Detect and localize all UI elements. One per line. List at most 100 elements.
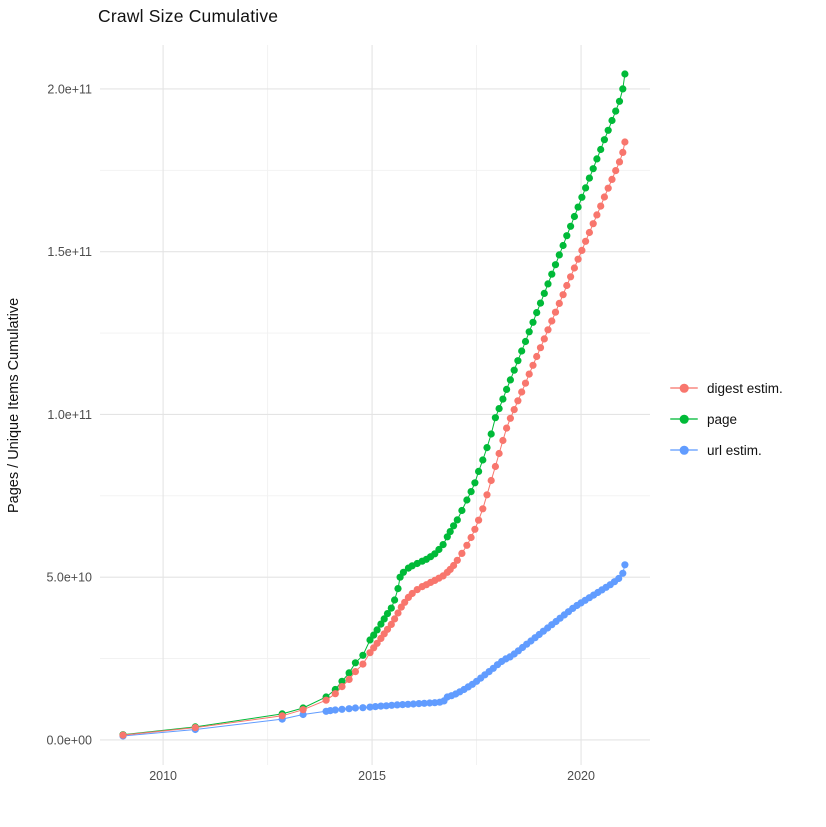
- data-point: [387, 604, 395, 612]
- data-point: [551, 261, 560, 269]
- data-point: [567, 273, 575, 281]
- data-point: [495, 405, 503, 413]
- data-point: [559, 291, 567, 299]
- data-point: [119, 731, 127, 739]
- data-point: [608, 175, 616, 183]
- data-point: [540, 289, 548, 297]
- data-point: [563, 232, 571, 240]
- data-point: [415, 700, 423, 708]
- data-point: [331, 706, 339, 714]
- x-tick-label: 2015: [358, 769, 386, 783]
- data-point: [420, 699, 428, 707]
- data-point: [578, 193, 586, 201]
- data-point: [593, 211, 601, 219]
- data-point: [475, 467, 483, 475]
- data-point: [409, 700, 417, 708]
- data-point: [604, 184, 612, 192]
- data-point: [393, 701, 401, 709]
- data-point: [322, 696, 330, 704]
- data-point: [345, 675, 353, 684]
- data-point: [536, 299, 545, 307]
- legend-item-url-estim: url estim.: [670, 441, 783, 459]
- data-point: [593, 155, 601, 163]
- data-point: [615, 158, 624, 166]
- data-point: [555, 251, 563, 259]
- y-tick-label: 1.0e+11: [47, 408, 92, 422]
- data-point: [563, 281, 571, 290]
- legend-label: digest estim.: [707, 380, 783, 396]
- x-tick-label: 2020: [567, 769, 595, 783]
- data-point: [555, 299, 563, 307]
- data-point: [471, 479, 479, 487]
- data-point: [510, 366, 518, 374]
- data-point: [387, 620, 395, 629]
- data-point: [338, 677, 346, 685]
- series-digest-estim: [119, 138, 629, 739]
- data-point: [514, 397, 522, 405]
- data-point: [615, 97, 624, 105]
- data-point: [377, 620, 385, 628]
- y-tick-label: 1.5e+11: [47, 245, 92, 259]
- data-point: [191, 724, 199, 732]
- data-point: [621, 561, 629, 569]
- data-point: [491, 462, 499, 471]
- data-point: [600, 193, 609, 201]
- data-point: [299, 706, 307, 714]
- data-point: [479, 456, 487, 464]
- data-point: [521, 379, 530, 387]
- data-point: [471, 525, 479, 533]
- data-point: [383, 625, 392, 633]
- data-point: [479, 505, 487, 513]
- data-point: [351, 668, 359, 676]
- data-point: [619, 148, 627, 156]
- data-point: [467, 533, 475, 542]
- legend-marker-icon: [670, 413, 698, 425]
- data-point: [597, 202, 605, 210]
- data-point: [453, 516, 461, 524]
- data-point: [391, 615, 399, 623]
- data-point: [446, 528, 454, 536]
- data-point: [351, 704, 359, 712]
- data-point: [589, 220, 597, 228]
- data-point: [495, 449, 503, 458]
- data-point: [567, 222, 575, 230]
- data-point: [383, 610, 392, 618]
- y-tick-label: 0.0e+00: [46, 733, 92, 747]
- data-point: [597, 145, 605, 154]
- data-point: [359, 651, 367, 659]
- data-point: [388, 701, 396, 709]
- data-point: [408, 589, 416, 598]
- data-point: [589, 165, 597, 173]
- data-point: [401, 598, 409, 606]
- series-url-estim: [119, 561, 629, 740]
- data-point: [278, 712, 286, 720]
- data-point: [345, 705, 353, 713]
- data-point: [359, 704, 367, 712]
- data-point: [600, 136, 609, 144]
- data-point: [394, 585, 402, 593]
- data-point: [483, 444, 491, 452]
- legend-item-digest-estim: digest estim.: [670, 379, 783, 397]
- data-point: [525, 328, 533, 336]
- data-point: [615, 574, 623, 583]
- data-point: [331, 690, 339, 698]
- data-point: [503, 424, 511, 432]
- legend-label: url estim.: [707, 442, 762, 458]
- data-point: [585, 174, 594, 182]
- data-point: [499, 395, 507, 403]
- data-point: [621, 70, 629, 78]
- data-point: [370, 631, 378, 639]
- data-point: [458, 549, 466, 558]
- data-point: [574, 203, 582, 211]
- data-point: [467, 488, 475, 496]
- data-point: [529, 361, 537, 369]
- data-point: [345, 669, 353, 677]
- data-point: [391, 596, 399, 604]
- data-point: [540, 335, 548, 343]
- data-point: [371, 703, 379, 711]
- legend-item-page: page: [670, 410, 783, 428]
- chart-title: Crawl Size Cumulative: [98, 6, 279, 26]
- data-point: [533, 352, 541, 361]
- data-point: [439, 541, 447, 549]
- data-point: [518, 388, 526, 396]
